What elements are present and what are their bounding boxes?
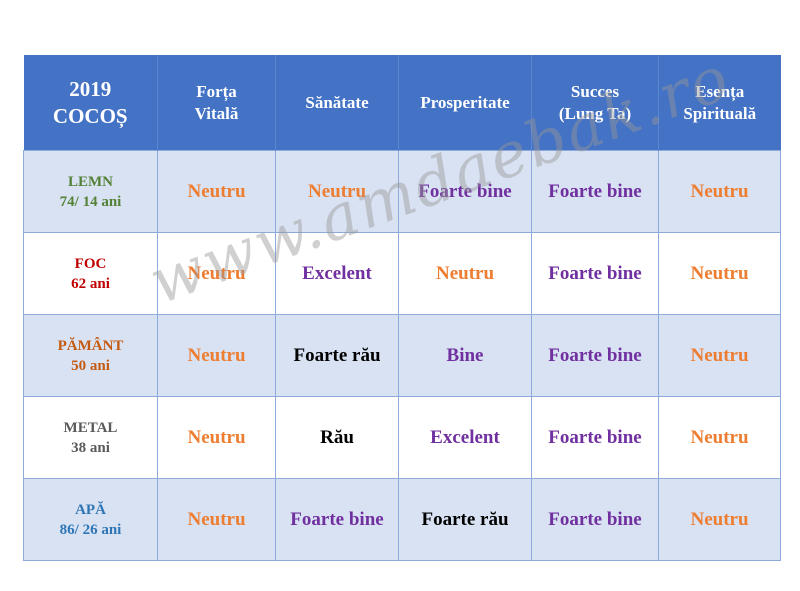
table-row: PĂMÂNT 50 ani Neutru Foarte rău Bine Foarte b… bbox=[23, 314, 781, 397]
rating-cell: Foarte rău bbox=[275, 314, 399, 397]
table-row: METAL 38 ani Neutru Rău Excelent Foarte bine N… bbox=[23, 396, 781, 479]
rating-cell: Neutru bbox=[658, 478, 781, 561]
column-header-line: Vitală bbox=[194, 103, 239, 123]
rating-cell: Foarte bine bbox=[531, 150, 659, 233]
rating-cell: Neutru bbox=[398, 232, 532, 315]
rating-cell: Foarte bine bbox=[531, 314, 659, 397]
corner-header: 2019 COCOȘ bbox=[23, 55, 158, 151]
table-body: LEMN 74/ 14 ani Neutru Neutru Foarte bine Foa… bbox=[23, 150, 781, 561]
element-ages: 38 ani bbox=[71, 439, 110, 456]
element-name: LEMN bbox=[68, 173, 113, 190]
rating-cell: Rău bbox=[275, 396, 399, 479]
element-name: METAL bbox=[63, 419, 118, 436]
corner-sign: COCOȘ bbox=[52, 103, 128, 128]
rating-cell: Foarte bine bbox=[531, 396, 659, 479]
column-header-line: Prosperitate bbox=[420, 92, 510, 112]
rating-cell: Foarte bine bbox=[275, 478, 399, 561]
rating-cell: Foarte bine bbox=[531, 478, 659, 561]
column-header-line: Sănătate bbox=[305, 92, 369, 112]
table-row: FOC 62 ani Neutru Excelent Neutru Foarte bine… bbox=[23, 232, 781, 315]
rating-cell: Neutru bbox=[658, 396, 781, 479]
row-header: METAL 38 ani bbox=[23, 396, 158, 479]
rating-cell: Excelent bbox=[275, 232, 399, 315]
element-ages: 50 ani bbox=[71, 357, 110, 374]
column-header-success: Succes (Lung Ta) bbox=[531, 55, 659, 151]
horoscope-table-container: 2019 COCOȘ Forța Vitală Sănătate Prosperi… bbox=[23, 55, 781, 561]
rating-cell: Bine bbox=[398, 314, 532, 397]
element-ages: 62 ani bbox=[71, 275, 110, 292]
element-name: PĂMÂNT bbox=[57, 337, 124, 354]
column-header-line: (Lung Ta) bbox=[558, 103, 632, 123]
element-ages: 74/ 14 ani bbox=[59, 193, 122, 210]
element-ages: 86/ 26 ani bbox=[59, 521, 122, 538]
rating-cell: Foarte rău bbox=[398, 478, 532, 561]
row-header: APĂ 86/ 26 ani bbox=[23, 478, 158, 561]
rating-cell: Neutru bbox=[658, 150, 781, 233]
table-row: LEMN 74/ 14 ani Neutru Neutru Foarte bine Foa… bbox=[23, 150, 781, 233]
rating-cell: Neutru bbox=[275, 150, 399, 233]
row-header: LEMN 74/ 14 ani bbox=[23, 150, 158, 233]
rating-cell: Neutru bbox=[157, 396, 276, 479]
corner-year: 2019 bbox=[69, 76, 112, 101]
column-header-spiritual-essence: Esența Spirituală bbox=[658, 55, 781, 151]
rating-cell: Neutru bbox=[157, 314, 276, 397]
element-name: APĂ bbox=[75, 501, 106, 518]
column-header-line: Succes bbox=[570, 81, 620, 101]
column-header-vital-force: Forța Vitală bbox=[157, 55, 276, 151]
rating-cell: Neutru bbox=[157, 478, 276, 561]
rating-cell: Excelent bbox=[398, 396, 532, 479]
rating-cell: Neutru bbox=[157, 232, 276, 315]
rating-cell: Foarte bine bbox=[398, 150, 532, 233]
rating-cell: Foarte bine bbox=[531, 232, 659, 315]
column-header-health: Sănătate bbox=[275, 55, 399, 151]
rating-cell: Neutru bbox=[157, 150, 276, 233]
row-header: FOC 62 ani bbox=[23, 232, 158, 315]
element-name: FOC bbox=[74, 255, 107, 272]
rating-cell: Neutru bbox=[658, 314, 781, 397]
column-header-prosperity: Prosperitate bbox=[398, 55, 532, 151]
rating-cell: Neutru bbox=[658, 232, 781, 315]
row-header: PĂMÂNT 50 ani bbox=[23, 314, 158, 397]
table-row: APĂ 86/ 26 ani Neutru Foarte bine Foarte rău… bbox=[23, 478, 781, 561]
column-header-line: Esența bbox=[695, 81, 745, 101]
horoscope-table: 2019 COCOȘ Forța Vitală Sănătate Prosperi… bbox=[23, 55, 781, 561]
header-row: 2019 COCOȘ Forța Vitală Sănătate Prosperi… bbox=[23, 55, 781, 151]
column-header-line: Forța bbox=[196, 81, 237, 101]
column-header-line: Spirituală bbox=[683, 103, 757, 123]
